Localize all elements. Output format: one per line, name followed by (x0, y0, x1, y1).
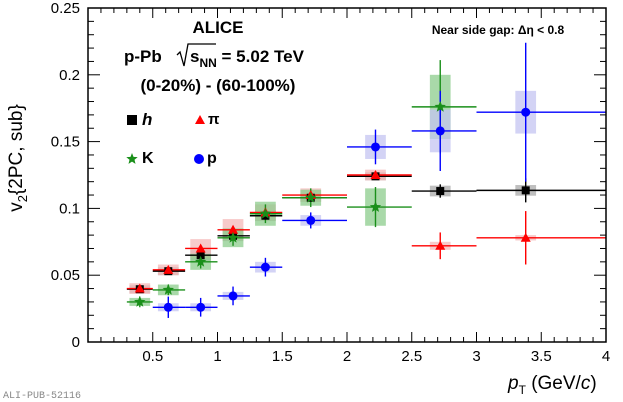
x-tick-label: 1 (213, 348, 221, 365)
legend-item-k: K (126, 150, 154, 167)
legend-item-pi: π (195, 111, 220, 128)
legend-item-h: h (127, 110, 152, 129)
system-label: p-Pb (124, 47, 162, 66)
data-point-circle (196, 302, 206, 312)
x-tick-label: 2 (343, 348, 351, 365)
x-tick-label: 0.5 (142, 348, 163, 365)
data-point-star (434, 100, 446, 112)
y-tick-label: 0.15 (51, 134, 80, 151)
data-point-triangle (520, 232, 531, 242)
x-tick-label: 2.5 (401, 348, 422, 365)
x-tick-label: 3 (472, 348, 480, 365)
x-tick-label: 3.5 (531, 348, 552, 365)
legend-label-p: p (207, 150, 217, 167)
y-tick-label: 0.2 (59, 67, 80, 84)
data-point-triangle (163, 264, 174, 274)
data-point-square (196, 251, 205, 260)
legend-label-h: h (142, 110, 152, 129)
data-point-square (521, 186, 530, 195)
data-point-star (195, 255, 207, 267)
data-markers (134, 100, 531, 312)
data-point-star (134, 295, 146, 307)
y-tick-label: 0.1 (59, 200, 80, 217)
system-energy-label: p-Pb sNN = 5.02 TeV (124, 43, 305, 70)
data-point-circle (228, 291, 238, 301)
data-point-star (259, 207, 272, 219)
data-point-triangle (370, 170, 381, 179)
y-tick-label: 0 (72, 334, 80, 351)
data-point-star (369, 201, 382, 212)
data-point-triangle (228, 224, 239, 234)
legend-label-k: K (142, 150, 154, 167)
data-point-circle (521, 107, 531, 117)
chart-title: ALICE (193, 18, 244, 37)
data-point-circle (306, 215, 316, 225)
data-point-circle (435, 126, 445, 136)
data-point-star (227, 231, 239, 243)
x-axis-label: pT (GeV/c) (507, 373, 597, 397)
legend-item-p: p (194, 150, 217, 167)
y-axis-label: v2{2PC, sub} (6, 104, 30, 212)
data-point-triangle (134, 283, 145, 293)
y-tick-label: 0.25 (51, 0, 80, 17)
energy-label: sNN = 5.02 TeV (190, 47, 305, 70)
sqrt-sign (176, 43, 216, 67)
legend-marker-triangle (195, 115, 205, 124)
data-point-circle (163, 302, 173, 312)
legend-marker-circle (194, 154, 204, 164)
data-point-circle (370, 142, 380, 152)
data-point-triangle (195, 243, 206, 253)
data-point-star (162, 283, 174, 295)
centrality-label: (0-20%) - (60-100%) (141, 76, 296, 95)
data-point-circle (260, 262, 270, 272)
axis-ticks: 0.5 1 1.5 2 2.5 3 3.5 4 0 0.05 0.1 0.15 0.2 0.25 (51, 0, 610, 365)
gap-label: Near side gap: Δη < 0.8 (432, 23, 565, 37)
x-tick-label: 4 (602, 348, 610, 365)
data-point-triangle (435, 240, 446, 250)
legend-marker-star (126, 153, 138, 164)
data-point-square (436, 187, 445, 196)
legend: h π K p (126, 110, 220, 167)
y-tick-label: 0.05 (51, 267, 80, 284)
legend-marker-square (127, 115, 137, 125)
x-tick-label: 1.5 (272, 348, 293, 365)
legend-label-pi: π (208, 111, 220, 128)
data-point-star (305, 191, 317, 203)
publication-id: ALI-PUB-52116 (3, 391, 81, 402)
